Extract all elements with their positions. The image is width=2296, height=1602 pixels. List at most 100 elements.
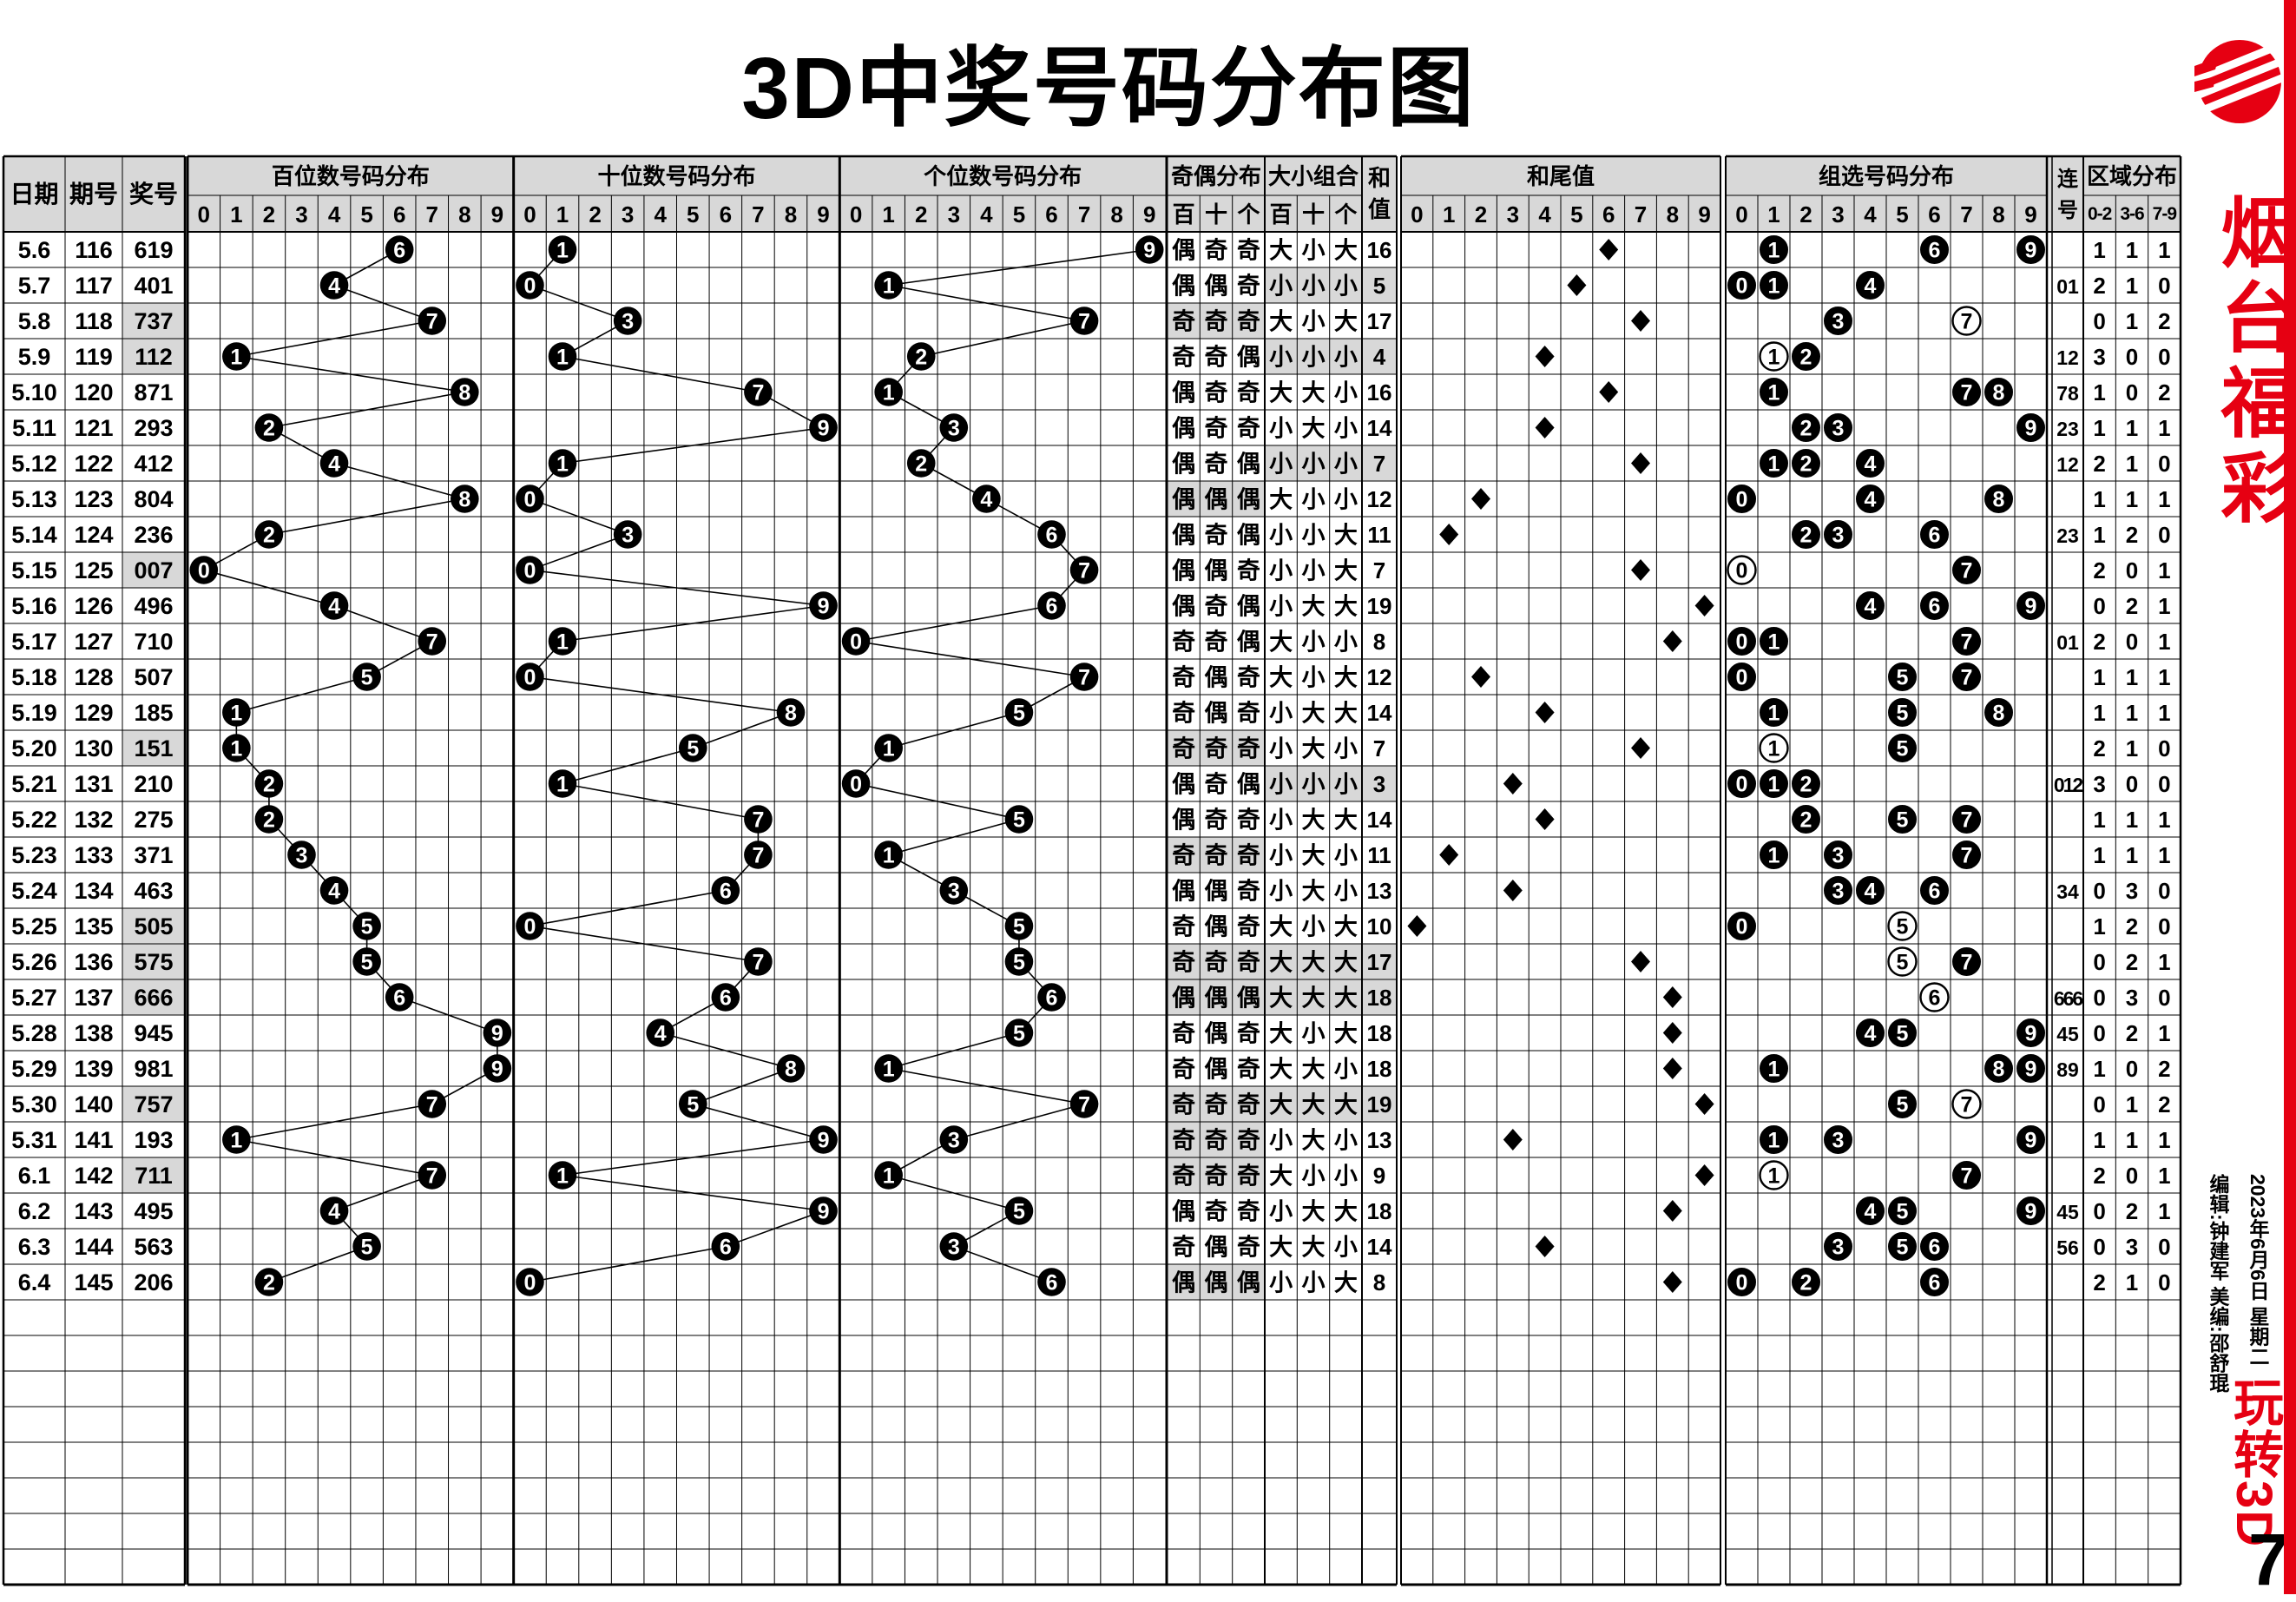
svg-text:9: 9 bbox=[2025, 1021, 2037, 1045]
grid-lines bbox=[2, 155, 2182, 1586]
svg-text:206: 206 bbox=[134, 1269, 173, 1295]
svg-text:2: 2 bbox=[1475, 201, 1487, 227]
svg-text:4: 4 bbox=[328, 201, 341, 227]
number-ball bbox=[809, 413, 838, 442]
svg-text:0: 0 bbox=[1736, 558, 1748, 583]
svg-text:185: 185 bbox=[134, 700, 173, 726]
svg-text:大: 大 bbox=[1269, 914, 1293, 940]
svg-text:小: 小 bbox=[1334, 879, 1358, 905]
svg-text:0: 0 bbox=[2158, 344, 2170, 370]
svg-text:01: 01 bbox=[2056, 275, 2079, 298]
svg-text:14: 14 bbox=[1367, 807, 1392, 833]
editors-line: 编辑:钟建军 美编:邵舒琨 bbox=[2207, 1174, 2229, 1393]
svg-text:奇: 奇 bbox=[1205, 523, 1228, 549]
number-ball bbox=[418, 627, 447, 656]
group-ball bbox=[2016, 1125, 2045, 1154]
number-ball bbox=[222, 734, 251, 762]
svg-text:1: 1 bbox=[883, 843, 895, 867]
svg-text:6.1: 6.1 bbox=[18, 1163, 51, 1189]
group-ball-hollow bbox=[1951, 306, 1982, 336]
svg-text:1: 1 bbox=[2093, 379, 2105, 405]
svg-text:143: 143 bbox=[74, 1198, 113, 1224]
svg-text:5: 5 bbox=[1897, 1092, 1909, 1117]
svg-text:0: 0 bbox=[2158, 985, 2170, 1011]
svg-text:45: 45 bbox=[2056, 1023, 2079, 1045]
svg-text:11: 11 bbox=[1367, 522, 1391, 548]
group-ball bbox=[1952, 1161, 1981, 1190]
svg-text:区域分布: 区域分布 bbox=[2087, 163, 2177, 189]
number-ball bbox=[483, 1054, 512, 1083]
svg-text:3: 3 bbox=[948, 1128, 960, 1152]
number-ball bbox=[1037, 1268, 1066, 1296]
svg-text:9: 9 bbox=[817, 201, 829, 227]
svg-text:123: 123 bbox=[74, 486, 113, 512]
svg-text:1: 1 bbox=[2126, 1127, 2138, 1153]
sum-tail-diamond bbox=[1407, 915, 1427, 937]
svg-text:1: 1 bbox=[2126, 1269, 2138, 1295]
svg-text:1: 1 bbox=[2158, 557, 2170, 583]
svg-text:18: 18 bbox=[1367, 985, 1392, 1011]
svg-text:5: 5 bbox=[1013, 701, 1025, 725]
svg-text:19: 19 bbox=[1367, 1091, 1392, 1117]
svg-text:奇: 奇 bbox=[1172, 950, 1195, 976]
svg-text:3: 3 bbox=[1832, 843, 1845, 867]
svg-text:偶: 偶 bbox=[1172, 594, 1195, 620]
number-ball bbox=[548, 1161, 577, 1190]
group-ball-hollow bbox=[1887, 946, 1918, 977]
svg-text:0: 0 bbox=[1736, 274, 1748, 298]
sum-tail-diamond bbox=[1662, 1022, 1682, 1044]
number-ball bbox=[1069, 663, 1099, 691]
number-ball bbox=[548, 769, 577, 798]
svg-text:2: 2 bbox=[2093, 273, 2105, 299]
svg-text:小: 小 bbox=[1334, 630, 1358, 656]
svg-text:2: 2 bbox=[2126, 1020, 2138, 1046]
svg-text:5: 5 bbox=[687, 201, 699, 227]
svg-text:奇: 奇 bbox=[1237, 1057, 1260, 1083]
svg-text:小: 小 bbox=[1302, 1270, 1326, 1296]
svg-text:012: 012 bbox=[2054, 774, 2083, 796]
number-ball bbox=[516, 485, 544, 513]
svg-text:大: 大 bbox=[1269, 665, 1293, 691]
svg-text:0: 0 bbox=[2158, 771, 2170, 797]
group-ball bbox=[1888, 1019, 1917, 1047]
svg-text:0: 0 bbox=[2126, 1163, 2138, 1189]
svg-text:132: 132 bbox=[74, 807, 113, 833]
svg-text:2: 2 bbox=[2158, 379, 2170, 405]
svg-text:4: 4 bbox=[1864, 201, 1877, 227]
svg-text:小: 小 bbox=[1269, 1199, 1293, 1225]
number-ball bbox=[678, 734, 707, 762]
svg-text:4: 4 bbox=[328, 594, 340, 618]
svg-text:2: 2 bbox=[2126, 913, 2138, 939]
svg-text:0: 0 bbox=[2093, 593, 2105, 619]
svg-text:大: 大 bbox=[1334, 1021, 1358, 1047]
group-ball bbox=[1824, 1125, 1852, 1154]
svg-text:偶: 偶 bbox=[1237, 630, 1260, 656]
svg-text:5.15: 5.15 bbox=[11, 557, 57, 583]
svg-text:666: 666 bbox=[134, 985, 173, 1011]
svg-text:小: 小 bbox=[1302, 523, 1326, 549]
group-ball bbox=[1760, 271, 1788, 300]
svg-text:十: 十 bbox=[1205, 201, 1227, 227]
group-ball-hollow bbox=[1951, 1089, 1982, 1119]
group-ball bbox=[2016, 591, 2045, 620]
number-ball bbox=[939, 876, 969, 905]
svg-text:小: 小 bbox=[1302, 274, 1326, 300]
svg-text:奇: 奇 bbox=[1205, 772, 1228, 798]
svg-text:5: 5 bbox=[687, 1092, 699, 1117]
svg-text:1: 1 bbox=[2093, 415, 2105, 441]
svg-text:19: 19 bbox=[1367, 593, 1392, 619]
svg-text:大: 大 bbox=[1334, 238, 1358, 264]
svg-text:3: 3 bbox=[622, 201, 634, 227]
group-ball bbox=[1920, 235, 1949, 264]
svg-text:偶: 偶 bbox=[1205, 879, 1228, 905]
svg-text:4: 4 bbox=[328, 879, 340, 903]
svg-text:5: 5 bbox=[360, 201, 372, 227]
svg-text:大: 大 bbox=[1269, 950, 1293, 976]
group-ball bbox=[1727, 271, 1756, 300]
number-ball bbox=[1069, 556, 1099, 584]
svg-text:871: 871 bbox=[134, 379, 173, 405]
svg-text:5.6: 5.6 bbox=[18, 237, 51, 263]
svg-text:0: 0 bbox=[2093, 985, 2105, 1011]
svg-text:大: 大 bbox=[1302, 736, 1326, 762]
svg-text:0: 0 bbox=[2093, 1020, 2105, 1046]
